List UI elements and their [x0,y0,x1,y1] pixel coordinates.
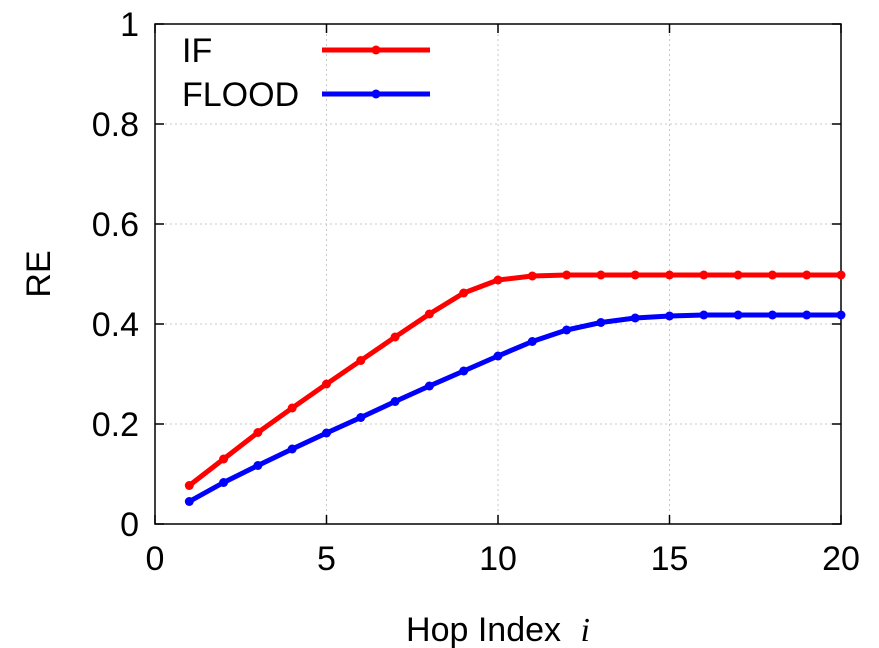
y-tick-label: 1 [120,6,139,44]
y-tick-label: 0.6 [92,206,139,244]
data-point [802,310,812,320]
y-tick-label: 0.8 [92,106,139,144]
data-point [630,313,640,323]
data-point [219,478,229,487]
legend-label: FLOOD [182,76,299,114]
data-point [322,379,331,389]
data-point [253,428,263,437]
data-point [287,444,297,454]
data-point [390,397,400,406]
legend: IF FLOOD [182,32,430,114]
data-point [596,318,606,327]
series-line [187,272,841,488]
x-axis-label: Hop Index i [406,611,590,648]
axis-ticks: 0 5 10 15 20 0 0.2 0.4 0.6 0.8 1 [92,6,860,578]
data-point [424,381,434,391]
data-point [527,337,537,346]
data-point [184,497,194,506]
data-point [390,332,400,342]
data-point [630,270,640,280]
legend-swatch-point [371,45,381,55]
data-point [562,270,572,280]
data-point [287,403,297,413]
data-point [356,356,366,365]
data-point [665,270,674,280]
data-point [356,413,366,422]
x-tick-label: 15 [651,540,689,578]
data-point [836,270,846,280]
data-point [527,271,537,281]
series-flood [184,310,846,506]
data-point [767,270,777,280]
data-point [562,325,572,335]
data-point [322,428,331,438]
legend-item-flood: FLOOD [182,76,430,114]
data-point [665,311,674,321]
data-point [699,310,709,320]
y-tick-label: 0.2 [92,406,139,444]
x-tick-label: 5 [317,540,336,578]
y-axis-label: RE [20,250,58,297]
y-tick-label: 0.4 [92,306,139,344]
data-point [424,309,434,319]
data-point [459,366,469,376]
x-tick-label: 10 [479,540,517,578]
series-line [188,312,841,504]
y-tick-label: 0 [120,506,139,544]
series-if [184,270,846,490]
data-point [836,310,846,320]
x-tick-label: 0 [146,540,165,578]
legend-item-if: IF [182,32,430,70]
data-point [493,351,503,361]
legend-swatch-point [371,89,381,99]
x-tick-label: 20 [822,540,860,578]
data-point [767,310,777,320]
series-layer [184,270,846,506]
x-axis-label-text: Hop Index [406,611,561,648]
data-point [802,270,812,280]
data-point [699,270,709,280]
grid [155,24,841,524]
data-point [596,270,606,280]
legend-label: IF [182,32,212,70]
data-point [253,461,263,470]
data-point [493,275,503,285]
x-axis-label-variable: i [581,612,590,648]
data-point [459,288,469,298]
data-point [219,454,229,464]
data-point [733,310,743,320]
data-point [184,481,194,490]
data-point [733,270,743,280]
